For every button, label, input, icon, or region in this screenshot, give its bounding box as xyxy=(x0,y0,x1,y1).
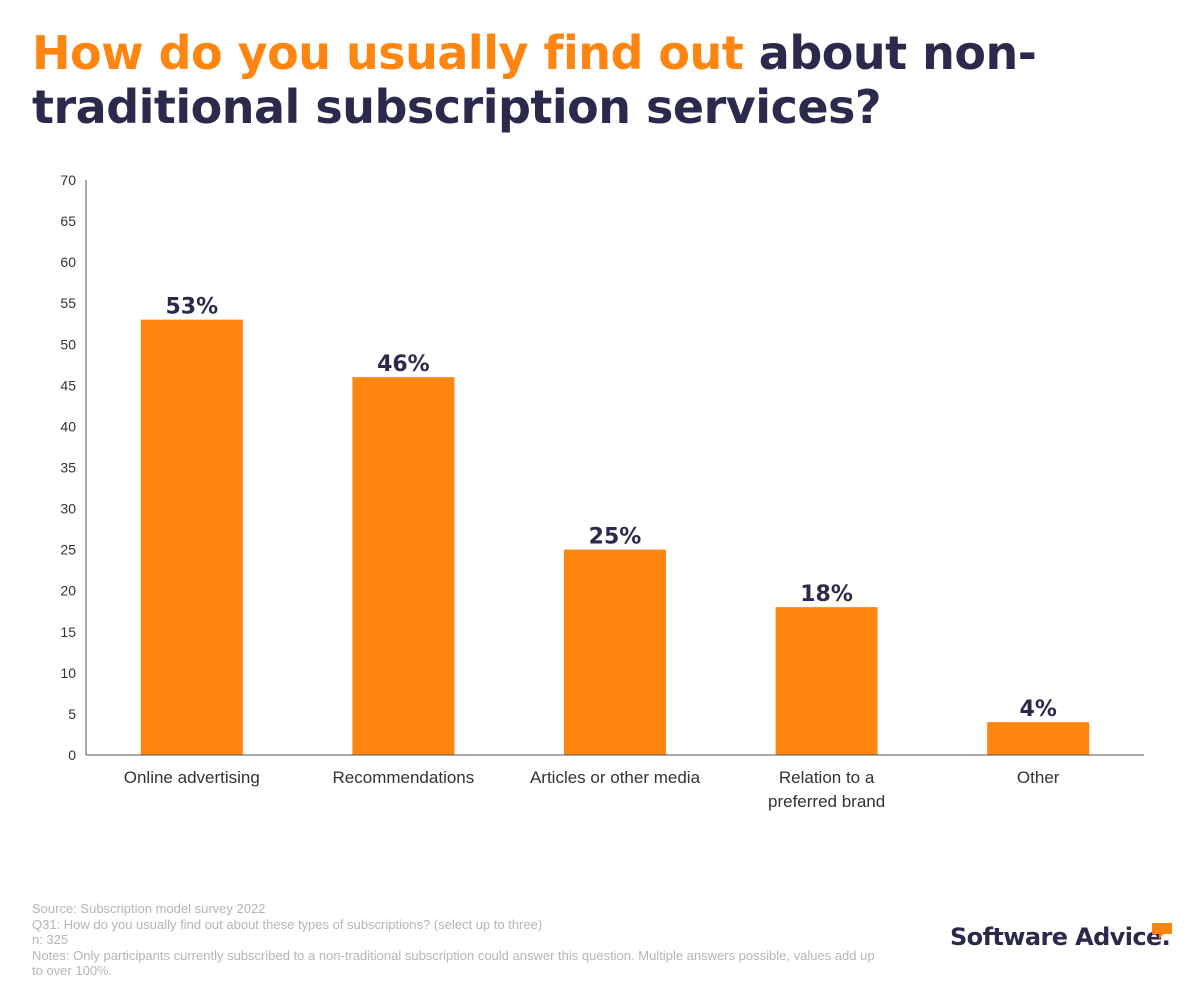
x-tick-label: Online advertising xyxy=(124,768,260,787)
x-tick-label: Other xyxy=(1017,768,1060,787)
chart-title: How do you usually find out about non-tr… xyxy=(32,26,1152,134)
footnotes: Source: Subscription model survey 2022 Q… xyxy=(32,901,882,979)
data-label: 4% xyxy=(1020,697,1057,722)
y-tick-label: 35 xyxy=(60,460,76,476)
footnote-notes: Notes: Only participants currently subsc… xyxy=(32,947,875,979)
y-tick-label: 5 xyxy=(68,706,76,722)
x-axis-labels: Online advertising Recommendations Article… xyxy=(124,768,1060,811)
bars xyxy=(140,319,1090,755)
y-tick-label: 40 xyxy=(60,418,76,434)
y-tick-label: 55 xyxy=(60,295,76,311)
footnote-source: Source: Subscription model survey 2022 xyxy=(32,901,266,916)
x-tick-label: Recommendations xyxy=(333,768,475,787)
bar xyxy=(352,377,455,755)
y-tick-label: 10 xyxy=(60,665,76,681)
title-rest: about non-traditional subscription servi… xyxy=(32,26,1037,134)
title-highlight: How do you usually find out xyxy=(32,26,744,80)
y-tick-label: 45 xyxy=(60,377,76,393)
logo-text: Software Advice. xyxy=(950,923,1171,951)
y-tick-label: 70 xyxy=(60,172,76,188)
bar xyxy=(775,607,878,755)
x-tick-label: Relation to a preferred brand xyxy=(768,768,885,811)
footnote-question: Q31: How do you usually find out about t… xyxy=(32,916,543,932)
x-tick-label: Articles or other media xyxy=(530,768,701,787)
data-label: 18% xyxy=(800,582,853,607)
speech-bubble-icon xyxy=(1152,923,1172,939)
data-label: 25% xyxy=(589,525,642,550)
y-tick-label: 30 xyxy=(60,501,76,517)
y-tick-label: 15 xyxy=(60,624,76,640)
y-tick-label: 60 xyxy=(60,254,76,270)
bar xyxy=(140,319,243,755)
footnote-sample-size: n: 325 xyxy=(32,932,69,947)
data-label: 46% xyxy=(377,352,430,377)
bar xyxy=(987,722,1090,755)
data-label: 53% xyxy=(165,295,218,320)
y-axis-ticks: 0 5 10 15 20 25 30 35 40 45 50 55 60 65 70 xyxy=(60,172,76,763)
bar xyxy=(564,549,666,755)
y-tick-label: 20 xyxy=(60,583,76,599)
software-advice-logo: Software Advice. xyxy=(950,920,1180,960)
y-tick-label: 65 xyxy=(60,213,76,229)
y-tick-label: 0 xyxy=(68,747,76,763)
y-tick-label: 50 xyxy=(60,336,76,352)
bar-chart: 0 5 10 15 20 25 30 35 40 45 50 55 60 65 70 53% 46% 25% 18… xyxy=(60,172,1144,811)
data-labels: 53% 46% 25% 18% 4% xyxy=(165,295,1056,723)
y-tick-label: 25 xyxy=(60,542,76,558)
